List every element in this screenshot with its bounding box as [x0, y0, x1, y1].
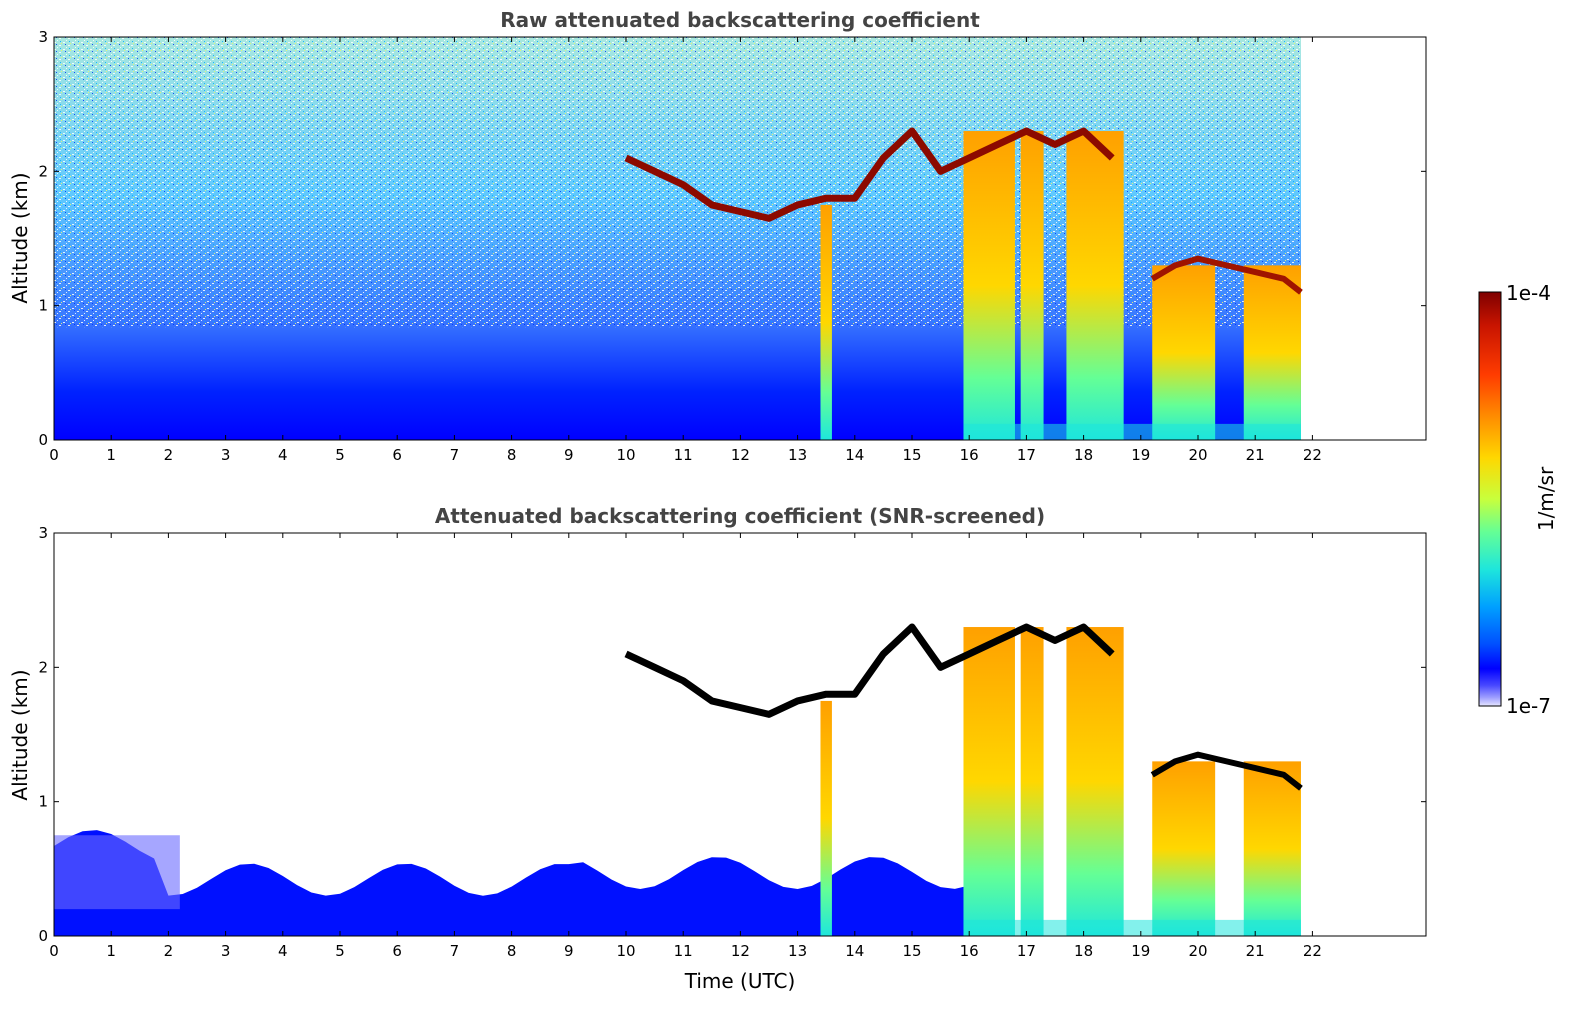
x-tick-label: 15 [902, 446, 921, 464]
low-cloud-layer [1150, 751, 1303, 791]
x-axis-ticks: 0 1 2 3 4 5 6 7 8 9 10 11 12 13 14 15 16 17 18 19 20 21 22 [49, 533, 1322, 960]
snr-screened-heatmap [54, 623, 1303, 936]
y-tick-label: 2 [38, 658, 48, 676]
x-tick-label: 0 [49, 446, 59, 464]
x-tick-label: 5 [335, 446, 345, 464]
x-tick-label: 22 [1303, 942, 1322, 960]
cloud-layer [624, 623, 1115, 718]
colorbar-unit-label: 1/m/sr [1534, 466, 1558, 531]
x-tick-label: 10 [616, 446, 635, 464]
x-tick-label: 22 [1303, 446, 1322, 464]
x-tick-label: 18 [1074, 942, 1093, 960]
y-tick-label: 3 [38, 524, 48, 542]
x-tick-label: 14 [845, 446, 864, 464]
precipitation-shaft [820, 700, 832, 936]
x-tick-label: 6 [392, 942, 402, 960]
x-tick-label: 7 [450, 942, 460, 960]
colorbar-gradient [1478, 291, 1502, 707]
x-tick-label: 4 [278, 942, 288, 960]
x-tick-label: 9 [564, 942, 574, 960]
colorbar-min-label: 1e-7 [1506, 694, 1551, 718]
precipitation-shaft [1243, 265, 1301, 440]
y-axis-ticks: 0 1 2 3 [38, 524, 1426, 945]
snr-screened-panel: Attenuated backscattering coefficient (S… [8, 504, 1427, 993]
x-tick-label: 1 [106, 446, 116, 464]
x-tick-label: 1 [106, 942, 116, 960]
precipitation-shaft [1066, 627, 1124, 936]
x-tick-label: 2 [164, 942, 174, 960]
x-tick-label: 8 [507, 446, 517, 464]
y-tick-label: 1 [38, 793, 48, 811]
x-axis-label: Time (UTC) [684, 969, 796, 993]
panel-title: Attenuated backscattering coefficient (S… [435, 504, 1045, 528]
x-tick-label: 15 [902, 942, 921, 960]
y-tick-label: 0 [38, 431, 48, 449]
y-tick-label: 2 [38, 162, 48, 180]
precipitation-shaft [1020, 131, 1044, 441]
raw-backscatter-heatmap [54, 37, 1303, 441]
x-tick-label: 8 [507, 942, 517, 960]
x-tick-label: 10 [616, 942, 635, 960]
x-tick-label: 13 [788, 942, 807, 960]
x-tick-label: 0 [49, 942, 59, 960]
x-tick-label: 19 [1131, 942, 1150, 960]
x-tick-label: 12 [731, 446, 750, 464]
x-tick-label: 3 [221, 446, 231, 464]
y-axis-label: Altitude (km) [8, 669, 32, 800]
x-tick-label: 17 [1017, 942, 1036, 960]
x-tick-label: 21 [1246, 446, 1265, 464]
surface-band [963, 423, 1301, 440]
precipitation-shaft [1066, 131, 1124, 441]
x-tick-label: 13 [788, 446, 807, 464]
x-tick-label: 5 [335, 942, 345, 960]
low-cloud-layer [1150, 255, 1303, 295]
y-axis-ticks: 0 1 2 3 [38, 28, 1426, 449]
y-axis-label: Altitude (km) [8, 172, 32, 303]
panel-title: Raw attenuated backscattering coefficien… [500, 8, 980, 32]
y-tick-label: 0 [38, 927, 48, 945]
colorbar-max-label: 1e-4 [1506, 281, 1551, 305]
colorbar: 1e-4 1e-7 1/m/sr [1478, 281, 1558, 718]
surface-band [963, 919, 1301, 936]
x-tick-label: 11 [674, 446, 693, 464]
precipitation-shaft [1020, 627, 1044, 936]
x-tick-label: 17 [1017, 446, 1036, 464]
x-tick-label: 20 [1188, 446, 1207, 464]
x-tick-label: 2 [164, 446, 174, 464]
x-tick-label: 20 [1188, 942, 1207, 960]
precipitation-shaft [963, 131, 1015, 441]
x-tick-label: 6 [392, 446, 402, 464]
x-tick-label: 14 [845, 942, 864, 960]
precipitation-shaft [963, 627, 1015, 936]
precipitation-shaft [820, 204, 832, 440]
x-tick-label: 3 [221, 942, 231, 960]
x-tick-label: 12 [731, 942, 750, 960]
precipitation-shaft [1152, 265, 1216, 440]
y-tick-label: 1 [38, 297, 48, 315]
x-tick-label: 7 [450, 446, 460, 464]
x-axis-ticks: 0 1 2 3 4 5 6 7 8 9 10 11 12 13 14 15 16 17 18 19 20 21 22 [49, 37, 1322, 464]
x-tick-label: 16 [960, 446, 979, 464]
boundary-layer-top [54, 835, 180, 910]
cloud-layer [624, 127, 1115, 222]
x-tick-label: 11 [674, 942, 693, 960]
x-tick-label: 19 [1131, 446, 1150, 464]
x-tick-label: 16 [960, 942, 979, 960]
x-tick-label: 18 [1074, 446, 1093, 464]
raw-backscatter-panel: Raw attenuated backscattering coefficien… [8, 8, 1427, 464]
x-tick-label: 9 [564, 446, 574, 464]
x-tick-label: 21 [1246, 942, 1265, 960]
precipitation-shaft [1243, 761, 1301, 936]
y-tick-label: 3 [38, 28, 48, 46]
x-tick-label: 4 [278, 446, 288, 464]
boundary-layer [54, 830, 970, 936]
precipitation-shaft [1152, 761, 1216, 936]
